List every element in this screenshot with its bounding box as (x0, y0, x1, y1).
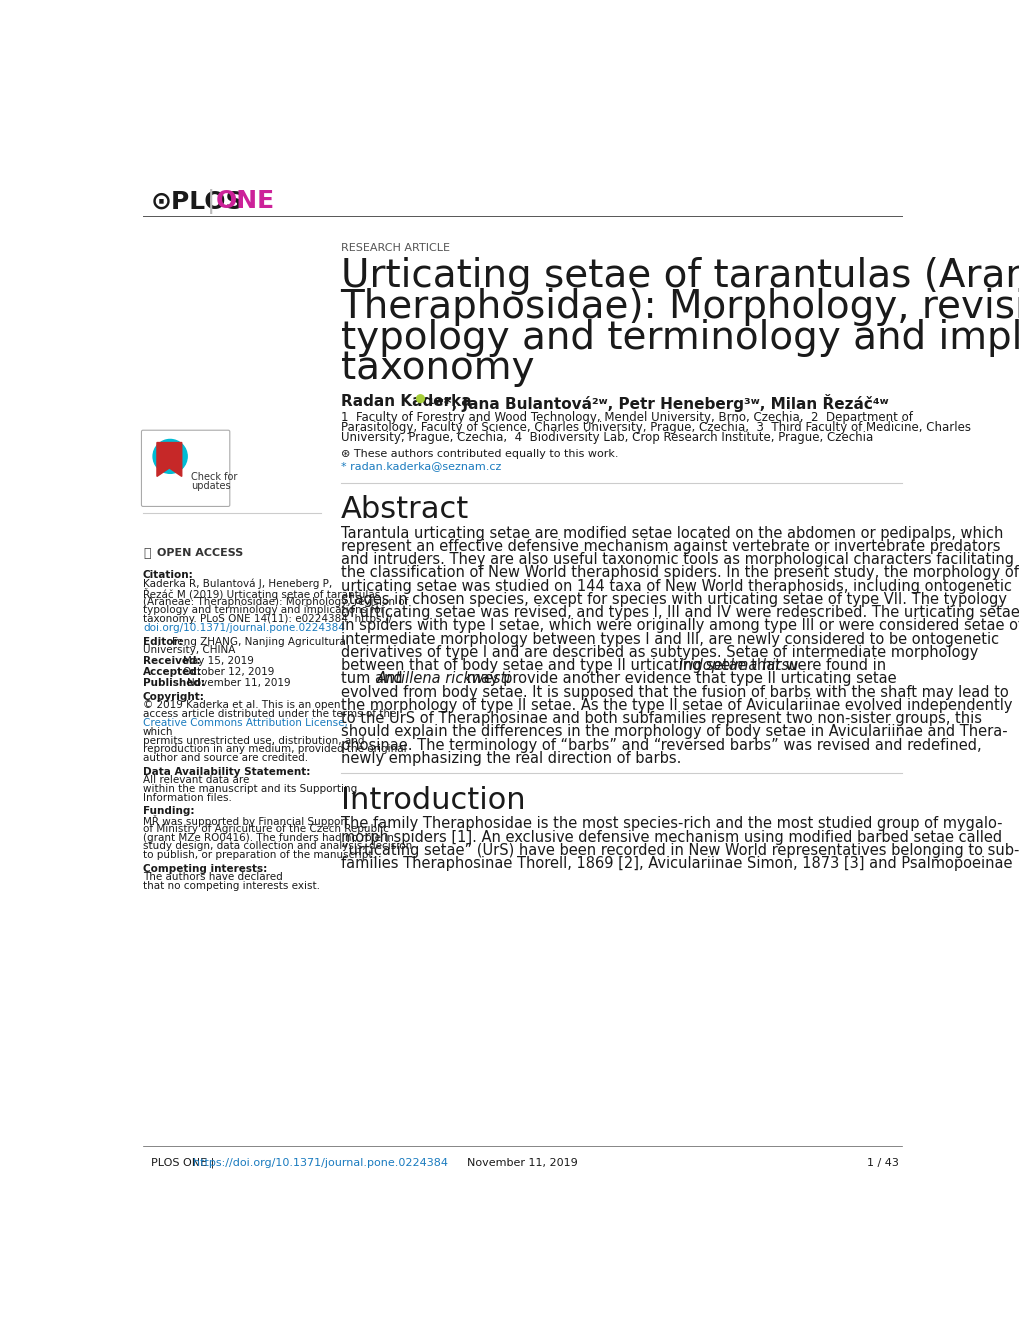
Text: Funding:: Funding: (143, 807, 195, 816)
Text: Theraphosidae): Morphology, revision of: Theraphosidae): Morphology, revision of (340, 288, 1019, 326)
Text: of urticating setae was revised, and types I, III and IV were redescribed. The u: of urticating setae was revised, and typ… (340, 605, 1019, 620)
Text: Competing interests:: Competing interests: (143, 863, 267, 874)
Text: Editor:: Editor: (143, 636, 182, 647)
Text: Radan Kaderka: Radan Kaderka (340, 395, 471, 409)
Text: in spiders with type I setae, which were originally among type III or were consi: in spiders with type I setae, which were… (340, 618, 1019, 634)
Text: The authors have declared: The authors have declared (143, 873, 282, 882)
Text: to publish, or preparation of the manuscript.: to publish, or preparation of the manusc… (143, 850, 376, 861)
Text: families Theraphosinae Thorell, 1869 [2], Aviculariinae Simon, 1873 [3] and Psal: families Theraphosinae Thorell, 1869 [2]… (340, 857, 1011, 871)
Text: the morphology of type II setae. As the type II setae of Aviculariinae evolved i: the morphology of type II setae. As the … (340, 698, 1011, 713)
Text: University, Prague, Czechia,  4  Biodiversity Lab, Crop Research Institute, Prag: University, Prague, Czechia, 4 Biodivers… (340, 430, 872, 444)
Text: Received:: Received: (143, 656, 201, 667)
Text: intermediate morphology between types I and III, are newly considered to be onto: intermediate morphology between types I … (340, 632, 998, 647)
Text: typology and terminology and implications for: typology and terminology and implication… (340, 318, 1019, 356)
Text: and intruders. They are also useful taxonomic tools as morphological characters : and intruders. They are also useful taxo… (340, 552, 1013, 568)
Text: OPEN ACCESS: OPEN ACCESS (157, 548, 243, 558)
Text: the classification of New World theraphosid spiders. In the present study, the m: the classification of New World therapho… (340, 565, 1018, 581)
Polygon shape (157, 442, 181, 477)
Text: evolved from body setae. It is supposed that the fusion of barbs with the shaft : evolved from body setae. It is supposed … (340, 685, 1008, 700)
Text: Introduction: Introduction (340, 785, 525, 814)
Text: ¹ʷ*, Jana Bulantová²ʷ, Petr Heneberg³ʷ, Milan Řezáč⁴ʷ: ¹ʷ*, Jana Bulantová²ʷ, Petr Heneberg³ʷ, … (428, 395, 888, 412)
Text: updates: updates (191, 480, 230, 491)
Text: October 12, 2019: October 12, 2019 (183, 667, 274, 677)
Text: RESEARCH ARTICLE: RESEARCH ARTICLE (340, 243, 449, 253)
Text: which: which (143, 726, 173, 737)
Text: ⊙PLOS: ⊙PLOS (151, 189, 244, 214)
Text: Parasitology, Faculty of Science, Charles University, Prague, Czechia,  3  Third: Parasitology, Faculty of Science, Charle… (340, 421, 970, 434)
Text: Feng ZHANG, Nanjing Agricultural: Feng ZHANG, Nanjing Agricultural (171, 636, 348, 647)
Text: reproduction in any medium, provided the original: reproduction in any medium, provided the… (143, 744, 407, 754)
Text: phosinae. The terminology of “barbs” and “reversed barbs” was revised and redefi: phosinae. The terminology of “barbs” and… (340, 738, 980, 752)
Text: “urticating setae” (UrS) have been recorded in New World representatives belongi: “urticating setae” (UrS) have been recor… (340, 843, 1018, 858)
Text: November 11, 2019: November 11, 2019 (187, 677, 290, 688)
Text: may provide another evidence that type II urticating setae: may provide another evidence that type I… (462, 672, 896, 686)
Text: access article distributed under the terms of the: access article distributed under the ter… (143, 709, 396, 719)
Text: The family Theraphosidae is the most species-rich and the most studied group of : The family Theraphosidae is the most spe… (340, 817, 1001, 832)
Text: Published:: Published: (143, 677, 205, 688)
Text: University, CHINA: University, CHINA (143, 645, 235, 656)
Text: newly emphasizing the real direction of barbs.: newly emphasizing the real direction of … (340, 751, 681, 766)
Text: to the UrS of Theraphosinae and both subfamilies represent two non-sister groups: to the UrS of Theraphosinae and both sub… (340, 711, 980, 726)
Text: derivatives of type I and are described as subtypes. Setae of intermediate morph: derivatives of type I and are described … (340, 645, 977, 660)
Text: iD: iD (417, 396, 423, 401)
Text: Data Availability Statement:: Data Availability Statement: (143, 767, 310, 776)
Text: ONE: ONE (216, 189, 275, 214)
Text: Antillena rickwesti: Antillena rickwesti (376, 672, 511, 686)
Text: Creative Commons Attribution License,: Creative Commons Attribution License, (143, 718, 347, 727)
Text: Check for: Check for (191, 471, 237, 482)
Circle shape (416, 395, 424, 403)
Text: Copyright:: Copyright: (143, 692, 205, 702)
Text: Tarantula urticating setae are modified setae located on the abdomen or pedipalp: Tarantula urticating setae are modified … (340, 525, 1002, 541)
Text: Kaderka R, Bulantová J, Heneberg P,: Kaderka R, Bulantová J, Heneberg P, (143, 578, 332, 589)
Text: Urticating setae of tarantulas (Araneae:: Urticating setae of tarantulas (Araneae: (340, 257, 1019, 294)
Text: of Ministry of Agriculture of the Czech Republic: of Ministry of Agriculture of the Czech … (143, 824, 388, 834)
Text: stages in chosen species, except for species with urticating setae of type VII. : stages in chosen species, except for spe… (340, 591, 1006, 607)
Text: (grant MZe RO0416). The funders had no role in: (grant MZe RO0416). The funders had no r… (143, 833, 393, 842)
Text: study design, data collection and analysis, decision: study design, data collection and analys… (143, 841, 412, 851)
Text: taxonomy. PLoS ONE 14(11): e0224384. https://: taxonomy. PLoS ONE 14(11): e0224384. htt… (143, 614, 391, 624)
Text: ⊛ These authors contributed equally to this work.: ⊛ These authors contributed equally to t… (340, 449, 618, 458)
Text: author and source are credited.: author and source are credited. (143, 754, 308, 763)
Text: within the manuscript and its Supporting: within the manuscript and its Supporting (143, 784, 357, 795)
Text: All relevant data are: All relevant data are (143, 775, 249, 785)
Text: November 11, 2019: November 11, 2019 (467, 1158, 578, 1168)
Text: 🔓: 🔓 (143, 548, 151, 560)
FancyBboxPatch shape (142, 430, 229, 507)
Text: urticating setae was studied on 144 taxa of New World theraphosids, including on: urticating setae was studied on 144 taxa… (340, 578, 1011, 594)
Text: that no competing interests exist.: that no competing interests exist. (143, 880, 320, 891)
Text: Iridopelma hirsu-: Iridopelma hirsu- (679, 659, 803, 673)
Text: |: | (207, 189, 215, 214)
Text: May 15, 2019: May 15, 2019 (183, 656, 254, 667)
Text: should explain the differences in the morphology of body setae in Aviculariinae : should explain the differences in the mo… (340, 725, 1007, 739)
Text: * radan.kaderka@seznam.cz: * radan.kaderka@seznam.cz (340, 461, 500, 471)
Text: between that of body setae and type II urticating setae that were found in: between that of body setae and type II u… (340, 659, 890, 673)
Text: doi.org/10.1371/journal.pone.0224384: doi.org/10.1371/journal.pone.0224384 (143, 623, 344, 634)
Text: MŘ was supported by Financial Support: MŘ was supported by Financial Support (143, 814, 348, 826)
Circle shape (153, 440, 187, 474)
Text: Accepted:: Accepted: (143, 667, 202, 677)
Text: tum and: tum and (340, 672, 407, 686)
Text: 1 / 43: 1 / 43 (866, 1158, 898, 1168)
Text: taxonomy: taxonomy (340, 350, 534, 387)
Text: represent an effective defensive mechanism against vertebrate or invertebrate pr: represent an effective defensive mechani… (340, 539, 1000, 554)
Text: Řezáč M (2019) Urticating setae of tarantulas: Řezáč M (2019) Urticating setae of taran… (143, 587, 380, 599)
Text: Abstract: Abstract (340, 495, 469, 524)
Text: permits unrestricted use, distribution, and: permits unrestricted use, distribution, … (143, 735, 364, 746)
Text: (Araneae: Theraphosidae): Morphology, revision of: (Araneae: Theraphosidae): Morphology, re… (143, 597, 408, 606)
Text: typology and terminology and implications for: typology and terminology and implication… (143, 606, 384, 615)
Text: Information files.: Information files. (143, 793, 231, 803)
Text: Citation:: Citation: (143, 570, 194, 581)
Text: morph spiders [1]. An exclusive defensive mechanism using modified barbed setae : morph spiders [1]. An exclusive defensiv… (340, 830, 1001, 845)
Text: © 2019 Kaderka et al. This is an open: © 2019 Kaderka et al. This is an open (143, 700, 340, 710)
Text: PLOS ONE |: PLOS ONE | (151, 1158, 217, 1168)
Text: https://doi.org/10.1371/journal.pone.0224384: https://doi.org/10.1371/journal.pone.022… (193, 1158, 447, 1168)
Text: 1  Faculty of Forestry and Wood Technology, Mendel University, Brno, Czechia,  2: 1 Faculty of Forestry and Wood Technolog… (340, 411, 912, 424)
